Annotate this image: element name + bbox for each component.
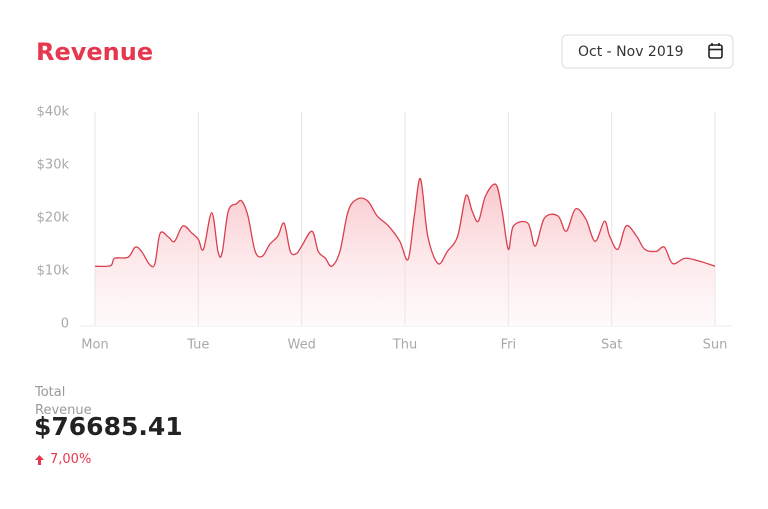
- x-tick-label: Tue: [186, 338, 209, 353]
- x-tick-label: Mon: [81, 338, 108, 353]
- change-value: 7,00%: [50, 452, 92, 467]
- y-tick-label: $10k: [37, 264, 70, 279]
- y-tick-label: 0: [61, 317, 69, 332]
- area: [95, 178, 715, 324]
- date-range[interactable]: Oct - Nov 2019: [578, 44, 684, 60]
- total-value: $76685.41: [34, 412, 183, 441]
- line: [94, 178, 716, 268]
- x-tick-label: Sun: [703, 338, 728, 353]
- x-tick-label: Wed: [287, 338, 315, 353]
- date-picker[interactable]: [561, 34, 734, 69]
- x-tick-label: Sat: [601, 338, 622, 353]
- calendar-icon[interactable]: [708, 43, 723, 59]
- change: 7,00%: [35, 452, 91, 467]
- y-tick-label: $20k: [37, 211, 70, 226]
- x-tick-label: Thu: [392, 338, 417, 353]
- x-tick-label: Fri: [501, 338, 517, 353]
- y-tick-label: $40k: [37, 105, 70, 120]
- total-label: Total Revenue: [35, 385, 92, 418]
- up-arrow: [35, 454, 44, 465]
- y-tick-label: $30k: [37, 158, 70, 173]
- title: Revenue: [36, 38, 153, 66]
